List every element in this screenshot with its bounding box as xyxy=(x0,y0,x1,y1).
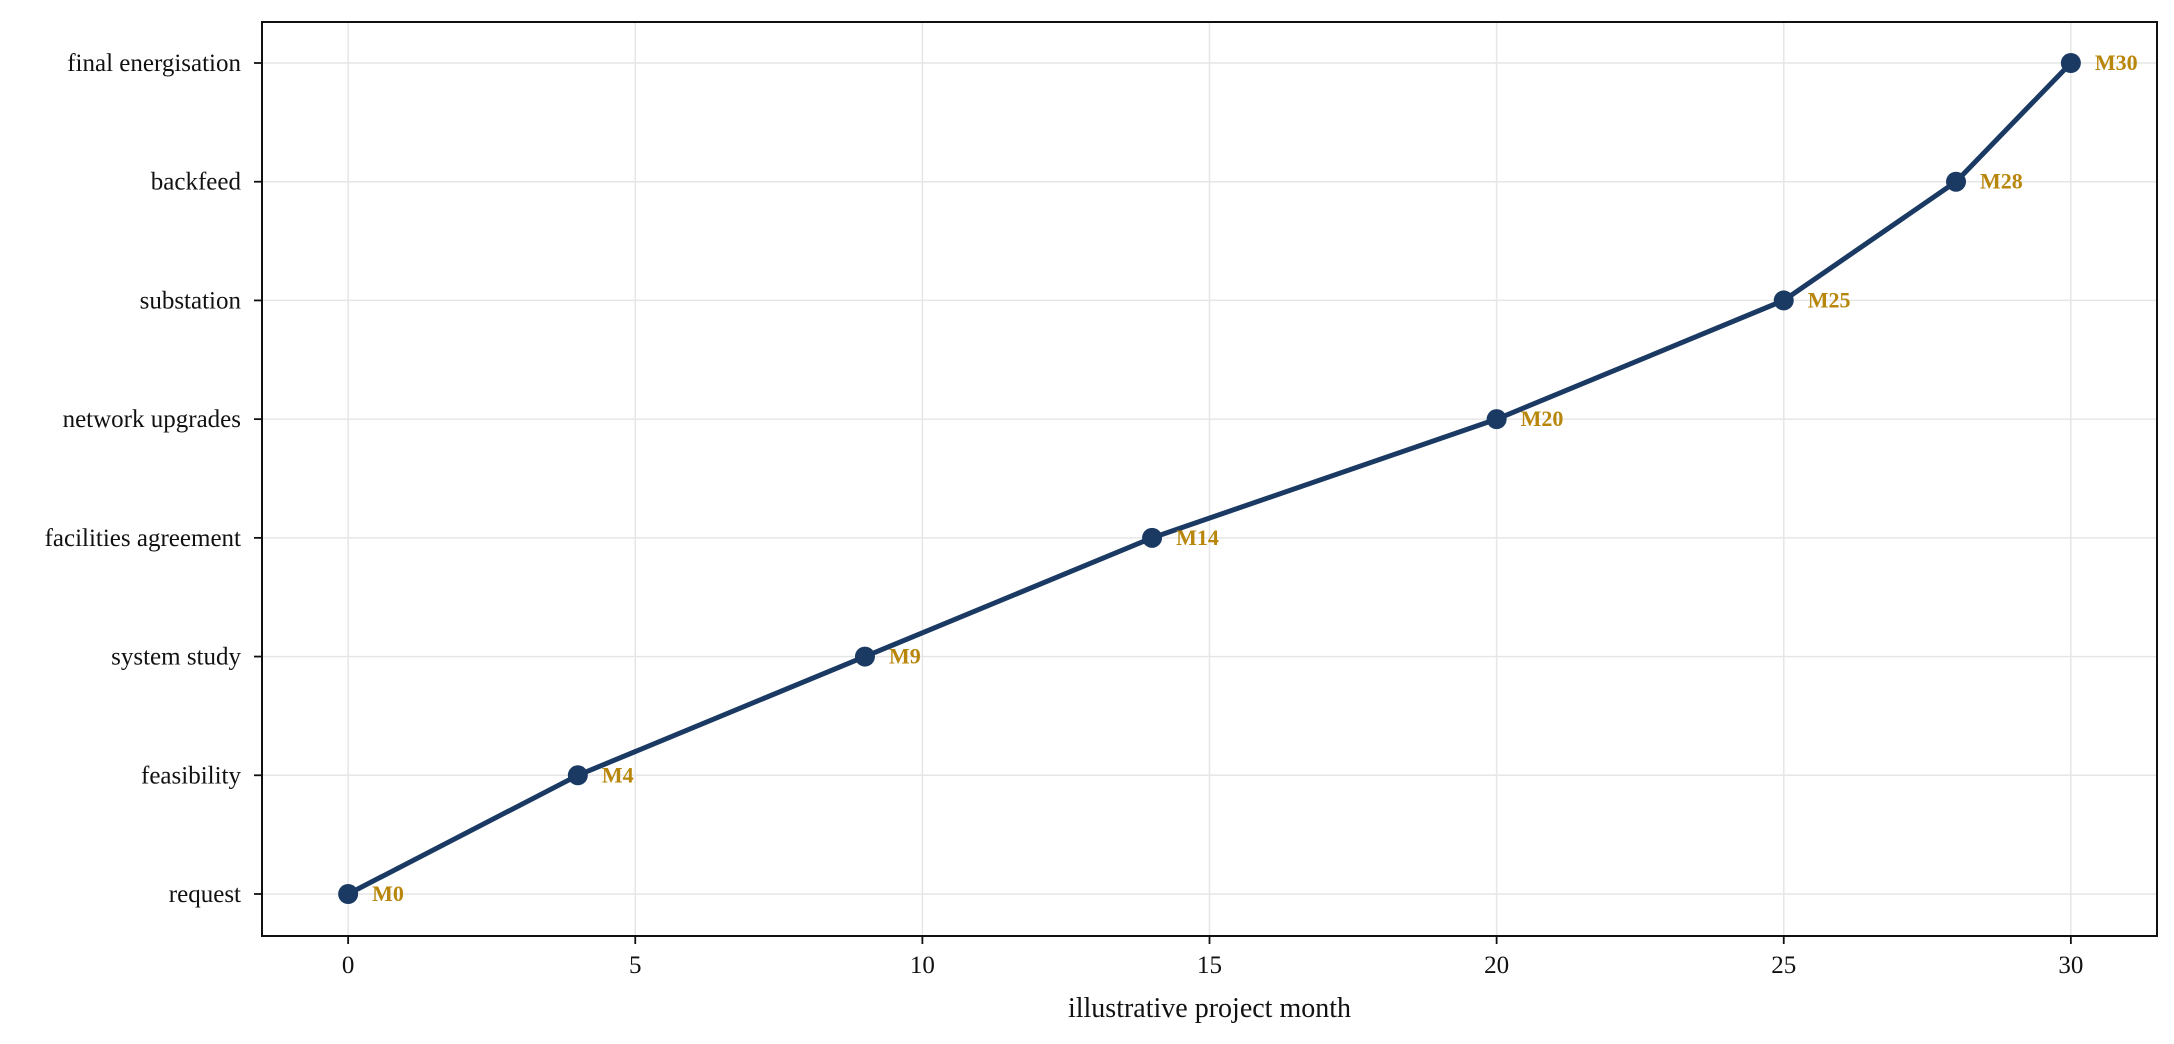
data-point-label: M28 xyxy=(1980,169,2023,194)
data-point-marker xyxy=(1486,409,1507,430)
x-tick-label: 5 xyxy=(629,952,642,979)
data-point-marker xyxy=(2060,53,2081,73)
markers-layer: M0 M4 M9 M14 M20 M25 M28 M30 xyxy=(338,50,2138,906)
y-tick-label: backfeed xyxy=(151,169,242,196)
data-point-label: M30 xyxy=(2095,50,2138,75)
data-point-marker xyxy=(1142,527,1163,548)
data-point-label: M25 xyxy=(1808,287,1851,312)
data-point-label: M20 xyxy=(1521,406,1564,431)
y-tick-label: substation xyxy=(140,287,242,314)
data-point-marker xyxy=(567,765,588,786)
x-tick-label: 0 xyxy=(342,952,355,979)
y-tick-label: network upgrades xyxy=(63,406,241,433)
series-line-layer xyxy=(345,60,2074,897)
x-tick-label: 15 xyxy=(1197,952,1222,979)
data-point-label: M14 xyxy=(1176,525,1219,550)
x-tick-label: 20 xyxy=(1484,952,1509,979)
y-tick-label: request xyxy=(169,881,241,908)
data-point-marker xyxy=(338,884,359,904)
grid-lines xyxy=(262,22,2157,936)
y-tick-label: feasibility xyxy=(141,762,241,789)
x-tick-label: 10 xyxy=(910,952,935,979)
data-point-label: M4 xyxy=(602,762,634,787)
data-point-marker xyxy=(1773,290,1794,311)
y-tick-label: facilities agreement xyxy=(45,525,241,552)
y-tick-label: final energisation xyxy=(67,50,241,77)
data-point-marker xyxy=(854,646,875,667)
data-point-label: M9 xyxy=(889,644,921,669)
series-line xyxy=(345,60,2074,897)
x-axis-title: illustrative project month xyxy=(1068,993,1351,1024)
axes-layer: 0 5 10 15 20 25 30 request feasibility system stu… xyxy=(45,50,2084,979)
y-tick-label: system study xyxy=(111,644,241,671)
data-point-label: M0 xyxy=(372,881,404,906)
data-point-marker xyxy=(1946,171,1967,192)
x-tick-label: 30 xyxy=(2058,952,2083,979)
x-tick-label: 25 xyxy=(1771,952,1796,979)
